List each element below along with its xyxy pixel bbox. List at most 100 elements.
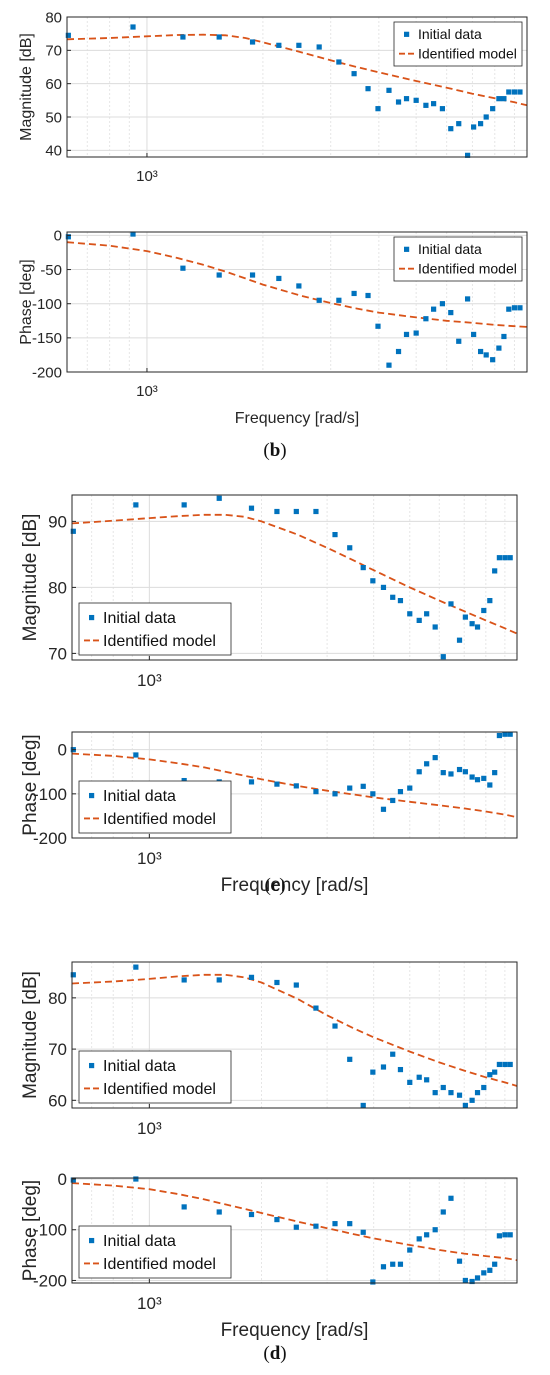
panel-c-magnitude-legend-marker-data [89, 614, 95, 621]
caption-c-label: c [270, 875, 280, 896]
panel-c-magnitude-y-tick-label: 90 [48, 512, 67, 531]
panel-d-phase-legend-marker-data [89, 1237, 95, 1244]
panel-c-phase-data-point [397, 789, 404, 795]
panel-d-phase-y-tick-label: -200 [33, 1271, 67, 1290]
panel-d-phase-data-point [390, 1261, 396, 1267]
panel-b-phase-y-tick-label: 0 [54, 228, 62, 245]
panel-c-phase-data-point [248, 779, 255, 785]
panel-b-phase-data-point [65, 234, 71, 240]
panel-d-magnitude-data-point [502, 1061, 508, 1068]
panel-d-magnitude-data-point [293, 982, 299, 988]
panel-d-phase-axes-frame [71, 1177, 518, 1284]
panel-d-magnitude-y-axis-label: Magnitude [dB] [20, 971, 41, 1099]
panel-b-magnitude-y-tick-label: 70 [45, 43, 62, 60]
panel-d-phase-data-point [70, 1177, 76, 1183]
panel-c-phase-data-point [456, 766, 463, 773]
panel-d-magnitude-data-point [481, 1084, 487, 1091]
panel-b-magnitude-axes-frame [66, 16, 528, 158]
panel-b-magnitude-data-point [413, 97, 419, 103]
panel-c-magnitude-data-point [474, 624, 481, 630]
panel-c-phase-data-point [293, 783, 299, 789]
panel-c-magnitude-data-point [347, 545, 353, 551]
panel-c-magnitude-data-point [448, 601, 454, 607]
panel-b-magnitude-data-point [65, 32, 71, 38]
panel-c-phase-model-line [71, 752, 518, 819]
panel-d-phase-legend-label-model: Identified model [103, 1256, 216, 1273]
panel-d-magnitude-model-line [71, 973, 518, 1087]
panel-d-magnitude-data-point [274, 979, 280, 986]
panel-c-magnitude-data-point [462, 614, 468, 620]
panel-b-magnitude-data-point [448, 126, 454, 132]
panel-b-magnitude-data-point [471, 124, 477, 130]
panel-b-magnitude-data-point [431, 101, 437, 107]
panel-c-phase-legend-label-model: Identified model [103, 811, 216, 828]
panel-c-phase-data-point [462, 769, 468, 775]
panel-d-phase-data-point [424, 1232, 430, 1238]
panel-b-phase-data-point [276, 275, 282, 282]
panel-d-magnitude-data-point [390, 1051, 396, 1057]
panel-b-magnitude-data-point [386, 87, 392, 93]
panel-d-magnitude-data-point [407, 1079, 413, 1085]
panel-d-phase-legend-box [78, 1225, 232, 1279]
panel-d-phase-y-axis-label: Phase [deg] [20, 1180, 41, 1281]
panel-c-magnitude-data-point [416, 617, 422, 623]
panel-c-phase-data-point [347, 785, 353, 791]
panel-b-phase-data-point [477, 348, 484, 355]
panel-b-phase-y-axis-label: Phase [deg] [18, 259, 35, 344]
panel-d-magnitude-data-point [496, 1061, 502, 1068]
panel-b-magnitude-data-point [249, 39, 256, 45]
panel-b-phase-data-point [403, 331, 410, 338]
panel-d-magnitude-legend-marker-data [89, 1062, 95, 1069]
panel-b-magnitude-data-point [490, 106, 496, 112]
panel-d-phase-data-point [293, 1224, 299, 1230]
panel-c-magnitude-data-point [481, 607, 487, 614]
panel-b-magnitude-data-point [439, 106, 446, 112]
panel-b-magnitude-data-point [351, 71, 357, 77]
panel-d-magnitude-data-point [507, 1061, 513, 1068]
panel-c-phase-data-point [496, 732, 502, 739]
panel-b-phase-data-point [490, 357, 496, 363]
panel-b-phase-data-point [413, 330, 419, 336]
panel-b-magnitude-data-point [365, 86, 371, 92]
panel-b-phase-data-point [464, 296, 471, 302]
panel-b-magnitude-x-tick-label: 10³ [136, 168, 158, 185]
panel-b-magnitude-data-point [276, 42, 282, 48]
panel-b-phase-data-point [471, 331, 477, 338]
panel-d-magnitude-data-point [313, 1005, 319, 1011]
panel-b-magnitude-data-point [483, 114, 489, 120]
panel-c-magnitude-data-point [380, 584, 387, 590]
panel-d-phase-data-point [181, 1204, 187, 1210]
panel-c-magnitude-data-point [181, 502, 187, 508]
panel-b-magnitude-data-point [130, 24, 136, 30]
panel-c-phase-data-point [274, 781, 280, 787]
panel-d-phase-data-point [496, 1233, 502, 1239]
panel-d-phase-data-point [456, 1258, 463, 1264]
panel-c-magnitude-data-point [440, 654, 446, 660]
panel-c-magnitude-data-point [456, 637, 463, 643]
panel-b-magnitude-data-point [464, 152, 471, 158]
panel-d-magnitude-data-point [432, 1090, 438, 1096]
panel-c-magnitude-legend-label-model: Identified model [103, 633, 216, 650]
panel-c-phase-data-point [502, 731, 508, 737]
panel-d-phase-data-point [313, 1223, 319, 1229]
panel-c-magnitude-data-point [370, 578, 376, 584]
panel-d-phase-data-point [474, 1275, 481, 1281]
panel-c-phase-data-point [469, 774, 475, 780]
panel-d-phase-data-point [487, 1267, 493, 1273]
panel-d-phase-legend-label-data: Initial data [103, 1233, 176, 1250]
panel-c-phase-data-point [390, 797, 396, 804]
panel-d-phase-data-point [370, 1279, 376, 1285]
panel-c-phase-data-point [360, 783, 366, 789]
panel-b-magnitude-data-point [180, 34, 186, 40]
panel-b-phase-data-point [180, 265, 186, 271]
panel-c-phase-y-axis-label: Phase [deg] [20, 734, 41, 835]
panel-c-magnitude-data-point [492, 568, 498, 574]
panel-d-magnitude-axes-frame [71, 961, 518, 1109]
panel-c-phase-data-point [407, 785, 413, 791]
panel-c-magnitude-data-point [432, 624, 438, 630]
panel-c-phase-x-axis-label: Frequency [rad/s] [221, 875, 369, 896]
panel-c-phase-y-tick-label: -100 [33, 785, 67, 804]
panel-b-phase-data-point [448, 309, 454, 316]
panel-b-magnitude-data-point [517, 89, 523, 95]
panel-b-magnitude-data-point [506, 89, 512, 95]
